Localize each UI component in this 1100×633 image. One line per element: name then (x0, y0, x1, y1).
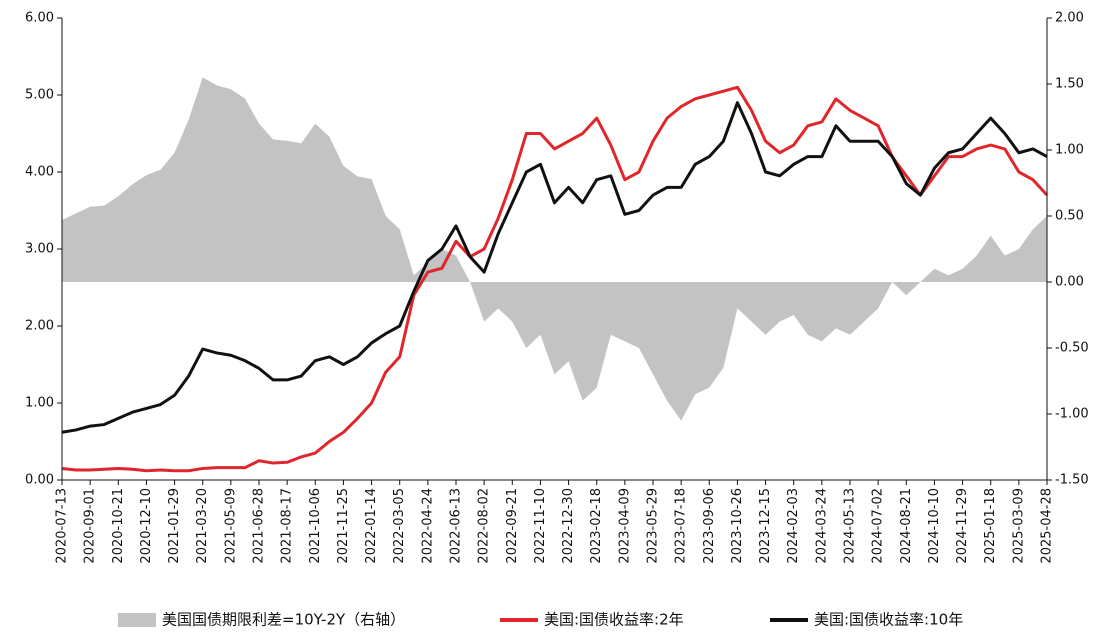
y2-tick-label: -0.50 (1055, 341, 1089, 356)
x-tick-label: 2023-12-15 (758, 488, 773, 564)
x-tick-label: 2022-01-14 (364, 488, 379, 564)
x-tick-label: 2021-01-29 (167, 488, 182, 564)
legend-label: 美国国债期限利差=10Y-2Y（右轴） (162, 611, 405, 629)
x-tick-label: 2021-03-20 (195, 488, 210, 564)
x-tick-label: 2024-02-03 (786, 488, 801, 564)
y2-tick-label: -1.50 (1055, 473, 1089, 488)
x-tick-label: 2021-06-28 (252, 488, 267, 564)
y-tick-label: 5.00 (25, 88, 54, 103)
legend-swatch (118, 613, 156, 627)
x-tick-label: 2024-03-24 (814, 488, 829, 564)
x-tick-label: 2024-08-21 (899, 488, 914, 564)
legend-item: 美国国债期限利差=10Y-2Y（右轴） (118, 611, 405, 629)
y-tick-label: 0.00 (25, 473, 54, 488)
spread-area (62, 77, 1047, 421)
y2-tick-label: 0.00 (1055, 275, 1084, 290)
y2-tick-label: -1.00 (1055, 407, 1089, 422)
y2-tick-label: 1.50 (1055, 77, 1084, 92)
legend-item: 美国:国债收益率:2年 (500, 611, 684, 629)
yield-line (61, 101, 1048, 434)
x-tick-label: 2020-10-21 (111, 488, 126, 564)
x-tick-label: 2022-08-02 (477, 488, 492, 564)
x-tick-label: 2020-09-01 (83, 488, 98, 564)
x-tick-label: 2025-04-28 (1040, 488, 1055, 564)
x-tick-label: 2025-03-09 (1011, 488, 1026, 564)
x-tick-label: 2024-10-10 (927, 488, 942, 564)
y2-tick-label: 0.50 (1055, 209, 1084, 224)
legend-label: 美国:国债收益率:2年 (544, 611, 684, 629)
x-tick-label: 2021-08-17 (280, 488, 295, 564)
x-tick-label: 2025-01-18 (983, 488, 998, 564)
x-tick-label: 2023-02-18 (589, 488, 604, 564)
x-tick-label: 2024-07-02 (871, 488, 886, 564)
y2-tick-label: 1.00 (1055, 143, 1084, 158)
x-tick-label: 2022-09-21 (505, 488, 520, 564)
x-tick-label: 2024-11-29 (955, 488, 970, 564)
x-tick-label: 2023-05-29 (646, 488, 661, 564)
x-tick-label: 2023-04-09 (617, 488, 632, 564)
x-tick-label: 2022-04-24 (420, 488, 435, 564)
x-tick-label: 2023-10-26 (730, 488, 745, 564)
x-tick-label: 2021-10-06 (308, 488, 323, 564)
y-tick-label: 6.00 (25, 11, 54, 26)
x-tick-label: 2021-11-25 (336, 488, 351, 564)
x-tick-label: 2020-12-10 (139, 488, 154, 564)
y-tick-label: 1.00 (25, 396, 54, 411)
x-tick-label: 2020-07-13 (55, 488, 70, 564)
yield-line (61, 85, 1049, 473)
x-tick-label: 2023-07-18 (674, 488, 689, 564)
y-tick-label: 2.00 (25, 319, 54, 334)
x-tick-label: 2022-11-10 (533, 488, 548, 564)
x-tick-label: 2021-05-09 (223, 488, 238, 564)
y-tick-label: 3.00 (25, 242, 54, 257)
x-tick-label: 2022-06-13 (449, 488, 464, 564)
x-tick-label: 2022-12-30 (561, 488, 576, 564)
legend-item: 美国:国债收益率:10年 (770, 611, 963, 629)
y2-tick-label: 2.00 (1055, 11, 1084, 26)
x-tick-label: 2024-05-13 (843, 488, 858, 564)
x-tick-label: 2022-03-05 (392, 488, 407, 564)
y-tick-label: 4.00 (25, 165, 54, 180)
legend-label: 美国:国债收益率:10年 (814, 611, 963, 629)
x-tick-label: 2023-09-06 (702, 488, 717, 564)
